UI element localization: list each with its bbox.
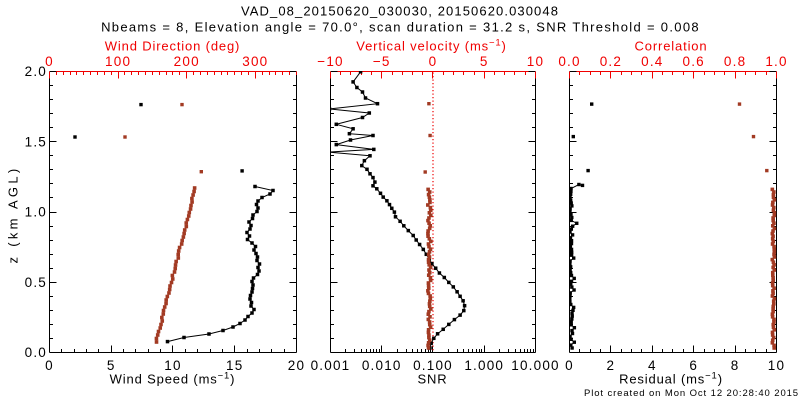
- svg-text:10: 10: [527, 54, 544, 69]
- svg-text:0.6: 0.6: [683, 54, 705, 69]
- svg-text:2: 2: [607, 358, 616, 373]
- svg-text:0: 0: [565, 358, 574, 373]
- svg-text:5: 5: [107, 358, 116, 373]
- svg-text:z (km AGL): z (km AGL): [6, 165, 21, 263]
- svg-text:0: 0: [45, 358, 54, 373]
- svg-text:−10: −10: [317, 54, 344, 69]
- svg-text:0.001: 0.001: [311, 358, 351, 373]
- svg-text:10: 10: [768, 358, 785, 373]
- svg-text:1.000: 1.000: [464, 358, 504, 373]
- svg-text:1.5: 1.5: [25, 134, 47, 149]
- svg-text:SNR: SNR: [418, 372, 448, 387]
- svg-text:6: 6: [689, 358, 698, 373]
- svg-text:−5: −5: [373, 54, 391, 69]
- svg-text:10: 10: [164, 358, 181, 373]
- svg-text:10.000: 10.000: [511, 358, 560, 373]
- svg-text:0.4: 0.4: [641, 54, 663, 69]
- svg-text:0.2: 0.2: [600, 54, 622, 69]
- svg-text:0: 0: [429, 54, 438, 69]
- svg-text:0.0: 0.0: [25, 345, 47, 360]
- svg-text:Correlation: Correlation: [635, 39, 708, 54]
- svg-text:4: 4: [648, 358, 657, 373]
- svg-text:15: 15: [226, 358, 243, 373]
- svg-text:200: 200: [174, 54, 200, 69]
- svg-text:Nbeams = 8, Elevation angle =: Nbeams = 8, Elevation angle = 70.0°, sca…: [101, 19, 700, 34]
- svg-text:300: 300: [242, 54, 268, 69]
- svg-text:0.100: 0.100: [413, 358, 453, 373]
- svg-text:2.0: 2.0: [25, 64, 47, 79]
- svg-text:Plot created on Mon Oct 12 20:: Plot created on Mon Oct 12 20:28:40 2015: [584, 388, 799, 399]
- svg-text:0: 0: [45, 54, 54, 69]
- svg-text:0.010: 0.010: [362, 358, 402, 373]
- svg-text:Vertical velocity (ms−1): Vertical velocity (ms−1): [356, 38, 506, 54]
- svg-text:Residual (ms−1): Residual (ms−1): [619, 371, 723, 387]
- svg-text:Wind Direction (deg): Wind Direction (deg): [105, 39, 241, 54]
- svg-text:1.0: 1.0: [25, 205, 47, 220]
- svg-text:0.5: 0.5: [25, 275, 47, 290]
- svg-text:1.0: 1.0: [765, 54, 787, 69]
- svg-text:8: 8: [731, 358, 740, 373]
- svg-text:Wind Speed (ms−1): Wind Speed (ms−1): [110, 371, 236, 387]
- svg-text:5: 5: [480, 54, 489, 69]
- svg-text:100: 100: [105, 54, 131, 69]
- svg-text:20: 20: [288, 358, 305, 373]
- svg-text:VAD_08_20150620_030030, 201506: VAD_08_20150620_030030, 20150620.030048: [241, 4, 559, 19]
- svg-text:0.8: 0.8: [724, 54, 746, 69]
- svg-text:0.0: 0.0: [558, 54, 580, 69]
